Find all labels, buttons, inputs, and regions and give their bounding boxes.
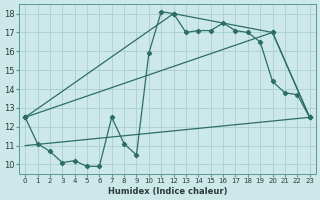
X-axis label: Humidex (Indice chaleur): Humidex (Indice chaleur) [108,187,227,196]
